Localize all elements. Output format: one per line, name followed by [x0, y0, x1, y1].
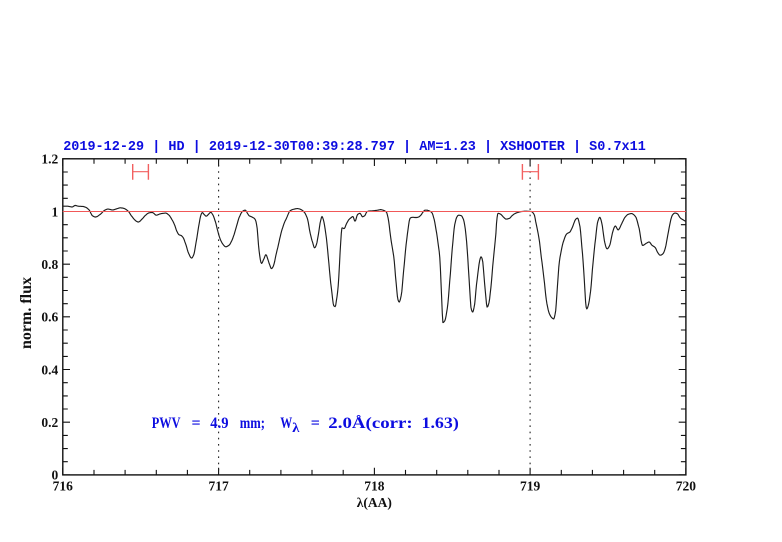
svg-text:720: 720 [676, 479, 697, 494]
svg-text:0.6: 0.6 [41, 310, 58, 325]
svg-text:2019-12-29 | HD | 2019-12-30T0: 2019-12-29 | HD | 2019-12-30T00:39:28.79… [63, 140, 646, 155]
svg-text:λ: λ [292, 421, 299, 436]
svg-text:W: W [280, 415, 292, 432]
svg-text:1.2: 1.2 [41, 152, 58, 167]
svg-text:PWV: PWV [152, 415, 181, 432]
svg-text:norm. flux: norm. flux [18, 277, 35, 349]
svg-text:mm;: mm; [240, 415, 265, 432]
svg-text:0.2: 0.2 [41, 415, 58, 430]
svg-text:2.0Å(corr:: 2.0Å(corr: [328, 414, 412, 432]
svg-text:716: 716 [53, 479, 74, 494]
svg-text:λ(AA): λ(AA) [357, 495, 392, 510]
svg-text:719: 719 [520, 479, 541, 494]
svg-text:0.8: 0.8 [41, 257, 58, 272]
svg-text:1.63): 1.63) [422, 415, 459, 432]
svg-text:0.4: 0.4 [41, 362, 58, 377]
svg-text:718: 718 [364, 479, 385, 494]
svg-text:=: = [192, 415, 201, 432]
svg-text:4.9: 4.9 [210, 415, 228, 432]
svg-text:1: 1 [51, 204, 58, 219]
svg-text:=: = [311, 415, 320, 432]
svg-text:0: 0 [51, 468, 58, 483]
svg-text:717: 717 [208, 479, 229, 494]
